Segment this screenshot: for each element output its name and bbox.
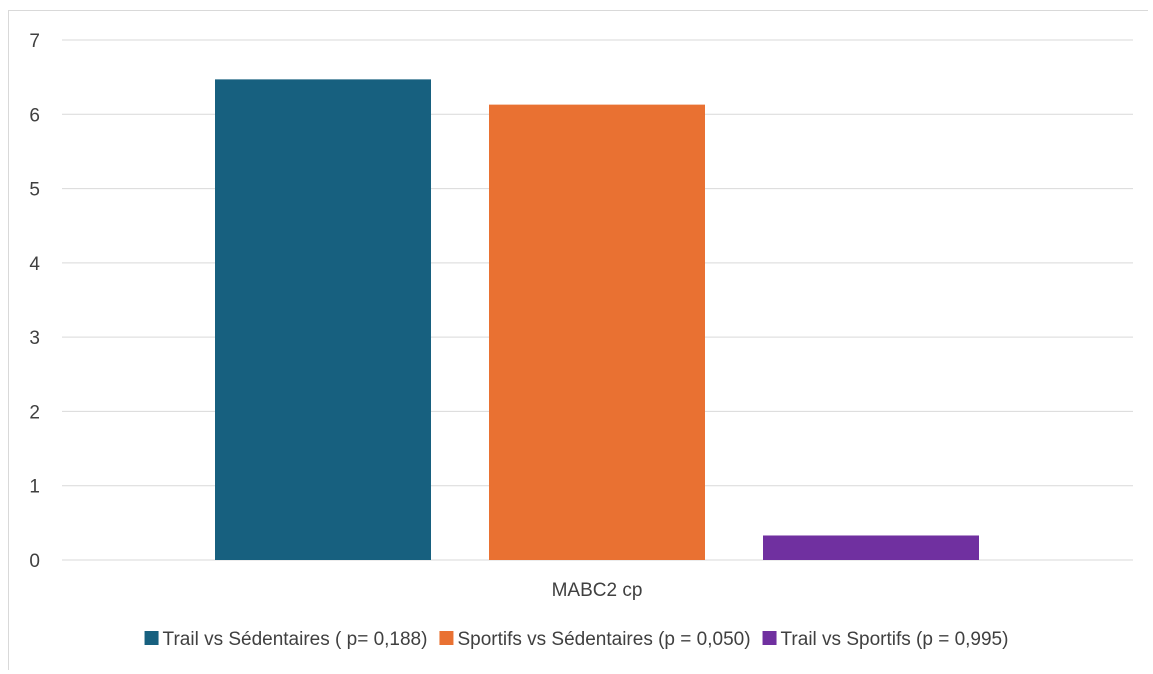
legend: Trail vs Sédentaires ( p= 0,188) Sportifs… <box>144 629 1009 650</box>
y-tick-label-2: 2 <box>29 402 40 423</box>
bar-1 <box>215 79 431 560</box>
bars <box>215 79 979 560</box>
chart-frame <box>8 10 1148 670</box>
legend-swatch-1 <box>144 631 159 645</box>
bar-3 <box>763 535 979 560</box>
y-tick-label-7: 7 <box>29 31 40 52</box>
y-tick-label-3: 3 <box>29 328 40 349</box>
y-tick-label-5: 5 <box>29 180 40 201</box>
bar-2 <box>489 104 705 560</box>
legend-swatch-2 <box>439 631 454 645</box>
y-tick-label-0: 0 <box>29 551 40 572</box>
x-category-label: MABC2 cp <box>552 580 643 601</box>
legend-swatch-3 <box>762 631 777 645</box>
legend-label-3: Trail vs Sportifs (p = 0,995) <box>781 629 1009 650</box>
legend-label-1: Trail vs Sédentaires ( p= 0,188) <box>163 629 428 650</box>
y-tick-label-4: 4 <box>29 254 40 275</box>
y-tick-label-1: 1 <box>29 477 40 498</box>
y-axis-tick-labels: 0 1 2 3 4 5 6 7 <box>29 31 40 572</box>
x-axis-category-labels: MABC2 cp <box>552 580 643 601</box>
legend-label-2: Sportifs vs Sédentaires (p = 0,050) <box>457 629 750 650</box>
y-tick-label-6: 6 <box>29 105 40 126</box>
